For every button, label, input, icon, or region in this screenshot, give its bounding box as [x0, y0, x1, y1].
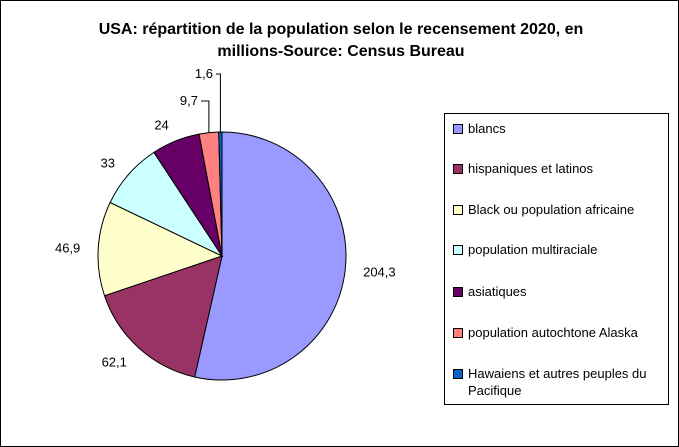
legend-swatch-multiraciale — [453, 245, 463, 255]
data-label-hawaiens: 1,6 — [195, 66, 213, 81]
legend-swatch-blancs — [453, 124, 463, 134]
legend-label-black: Black ou population africaine — [468, 202, 635, 217]
data-label-hispaniques: 62,1 — [102, 355, 127, 370]
chart-title-line-2: millions-Source: Census Bureau — [217, 43, 465, 60]
legend-label-hispaniques: hispaniques et latinos — [468, 161, 594, 176]
legend: blancs hispaniques et latinos Black ou p… — [444, 113, 669, 405]
pie-slice-black — [97, 201, 224, 297]
legend-label-hawaiens: Hawaiens et autres peuples du Pacifique — [468, 366, 647, 398]
legend-swatch-asiatiques — [453, 287, 463, 297]
data-label-multiraciale: 33 — [101, 156, 115, 171]
data-label-asiatiques: 24 — [154, 117, 168, 132]
chart-title-line-1: USA: répartition de la population selon … — [98, 21, 584, 38]
leader-line-hawaiens — [216, 73, 221, 132]
data-label-autochtone: 9,7 — [180, 93, 198, 108]
pie-slice-blancs — [194, 131, 347, 381]
legend-label-blancs: blancs — [468, 121, 506, 136]
chart-title: USA: répartition de la population selon … — [61, 19, 621, 63]
leader-line-autochtone — [201, 100, 210, 133]
pie-slice-hawaiens — [218, 131, 223, 257]
legend-swatch-autochtone — [453, 328, 463, 338]
legend-swatch-hispaniques — [453, 164, 463, 174]
data-label-blancs: 204,3 — [363, 265, 396, 280]
legend-swatch-hawaiens — [453, 369, 463, 379]
legend-swatch-black — [453, 205, 463, 215]
legend-label-asiatiques: asiatiques — [468, 284, 527, 299]
legend-label-autochtone: population autochtone Alaska — [468, 325, 638, 340]
data-label-black: 46,9 — [55, 241, 80, 256]
legend-label-multiraciale: population multiraciale — [468, 242, 598, 257]
